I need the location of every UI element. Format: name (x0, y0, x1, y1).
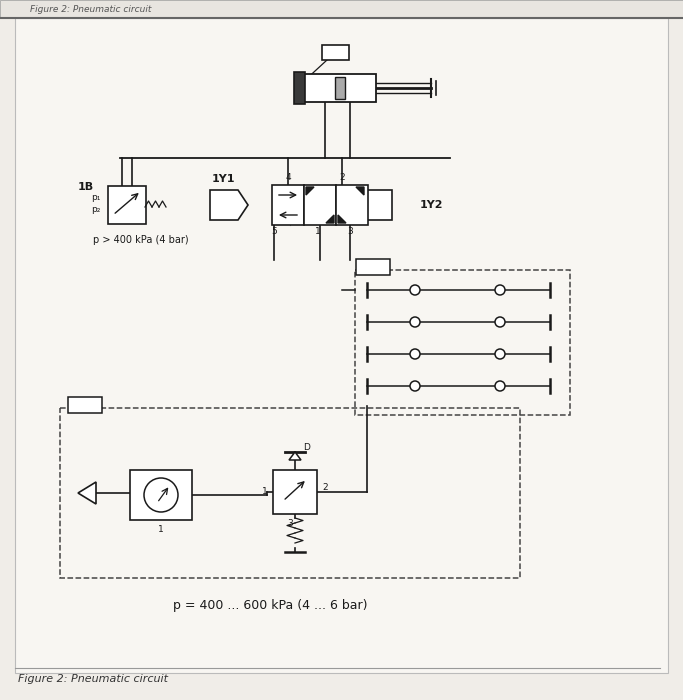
Bar (273, 470, 317, 514)
Text: 3: 3 (347, 228, 353, 237)
Text: p₁: p₁ (91, 193, 100, 202)
Bar (355, 270, 570, 415)
Text: 1: 1 (262, 487, 268, 496)
Bar (304, 74, 376, 102)
Polygon shape (306, 187, 314, 195)
Text: 5: 5 (271, 228, 277, 237)
Circle shape (410, 285, 420, 295)
Bar (335, 77, 345, 99)
Circle shape (495, 317, 505, 327)
Text: Figure 2: Pneumatic circuit: Figure 2: Pneumatic circuit (30, 4, 152, 13)
Polygon shape (354, 190, 392, 220)
Bar (130, 470, 192, 520)
Text: 2: 2 (339, 174, 345, 183)
Text: 4: 4 (285, 174, 291, 183)
Bar (0, 0, 683, 18)
Polygon shape (210, 190, 248, 220)
Text: D: D (303, 444, 311, 452)
Bar (68, 397, 102, 413)
Text: 1Y1: 1Y1 (212, 174, 236, 184)
Text: p = 400 ... 600 kPa (4 ... 6 bar): p = 400 ... 600 kPa (4 ... 6 bar) (173, 599, 367, 612)
Circle shape (410, 349, 420, 359)
Text: 1: 1 (158, 524, 164, 533)
Polygon shape (356, 187, 364, 195)
Circle shape (144, 478, 178, 512)
Polygon shape (289, 452, 301, 460)
Bar (272, 185, 304, 225)
Text: 1: 1 (315, 228, 321, 237)
Circle shape (410, 317, 420, 327)
Bar (336, 185, 368, 225)
Text: 2: 2 (322, 482, 328, 491)
Text: p > 400 kPa (4 bar): p > 400 kPa (4 bar) (93, 235, 189, 245)
Bar (294, 72, 305, 104)
Text: 3: 3 (287, 519, 293, 528)
Text: 1A: 1A (326, 46, 344, 59)
Bar (304, 185, 336, 225)
Polygon shape (326, 215, 334, 223)
Bar (108, 186, 146, 224)
Text: p₂: p₂ (91, 204, 100, 214)
Text: 0Z2: 0Z2 (362, 262, 384, 272)
Bar (356, 259, 390, 275)
Circle shape (495, 285, 505, 295)
Bar (60, 408, 520, 578)
Text: 1Y2: 1Y2 (420, 200, 443, 210)
Bar (322, 45, 349, 60)
Text: 0Z1: 0Z1 (74, 400, 96, 410)
Polygon shape (338, 215, 346, 223)
Polygon shape (78, 482, 96, 504)
Text: Figure 2: Pneumatic circuit: Figure 2: Pneumatic circuit (18, 674, 168, 684)
Circle shape (410, 381, 420, 391)
Circle shape (495, 381, 505, 391)
Circle shape (495, 349, 505, 359)
Text: 1B: 1B (78, 182, 94, 192)
